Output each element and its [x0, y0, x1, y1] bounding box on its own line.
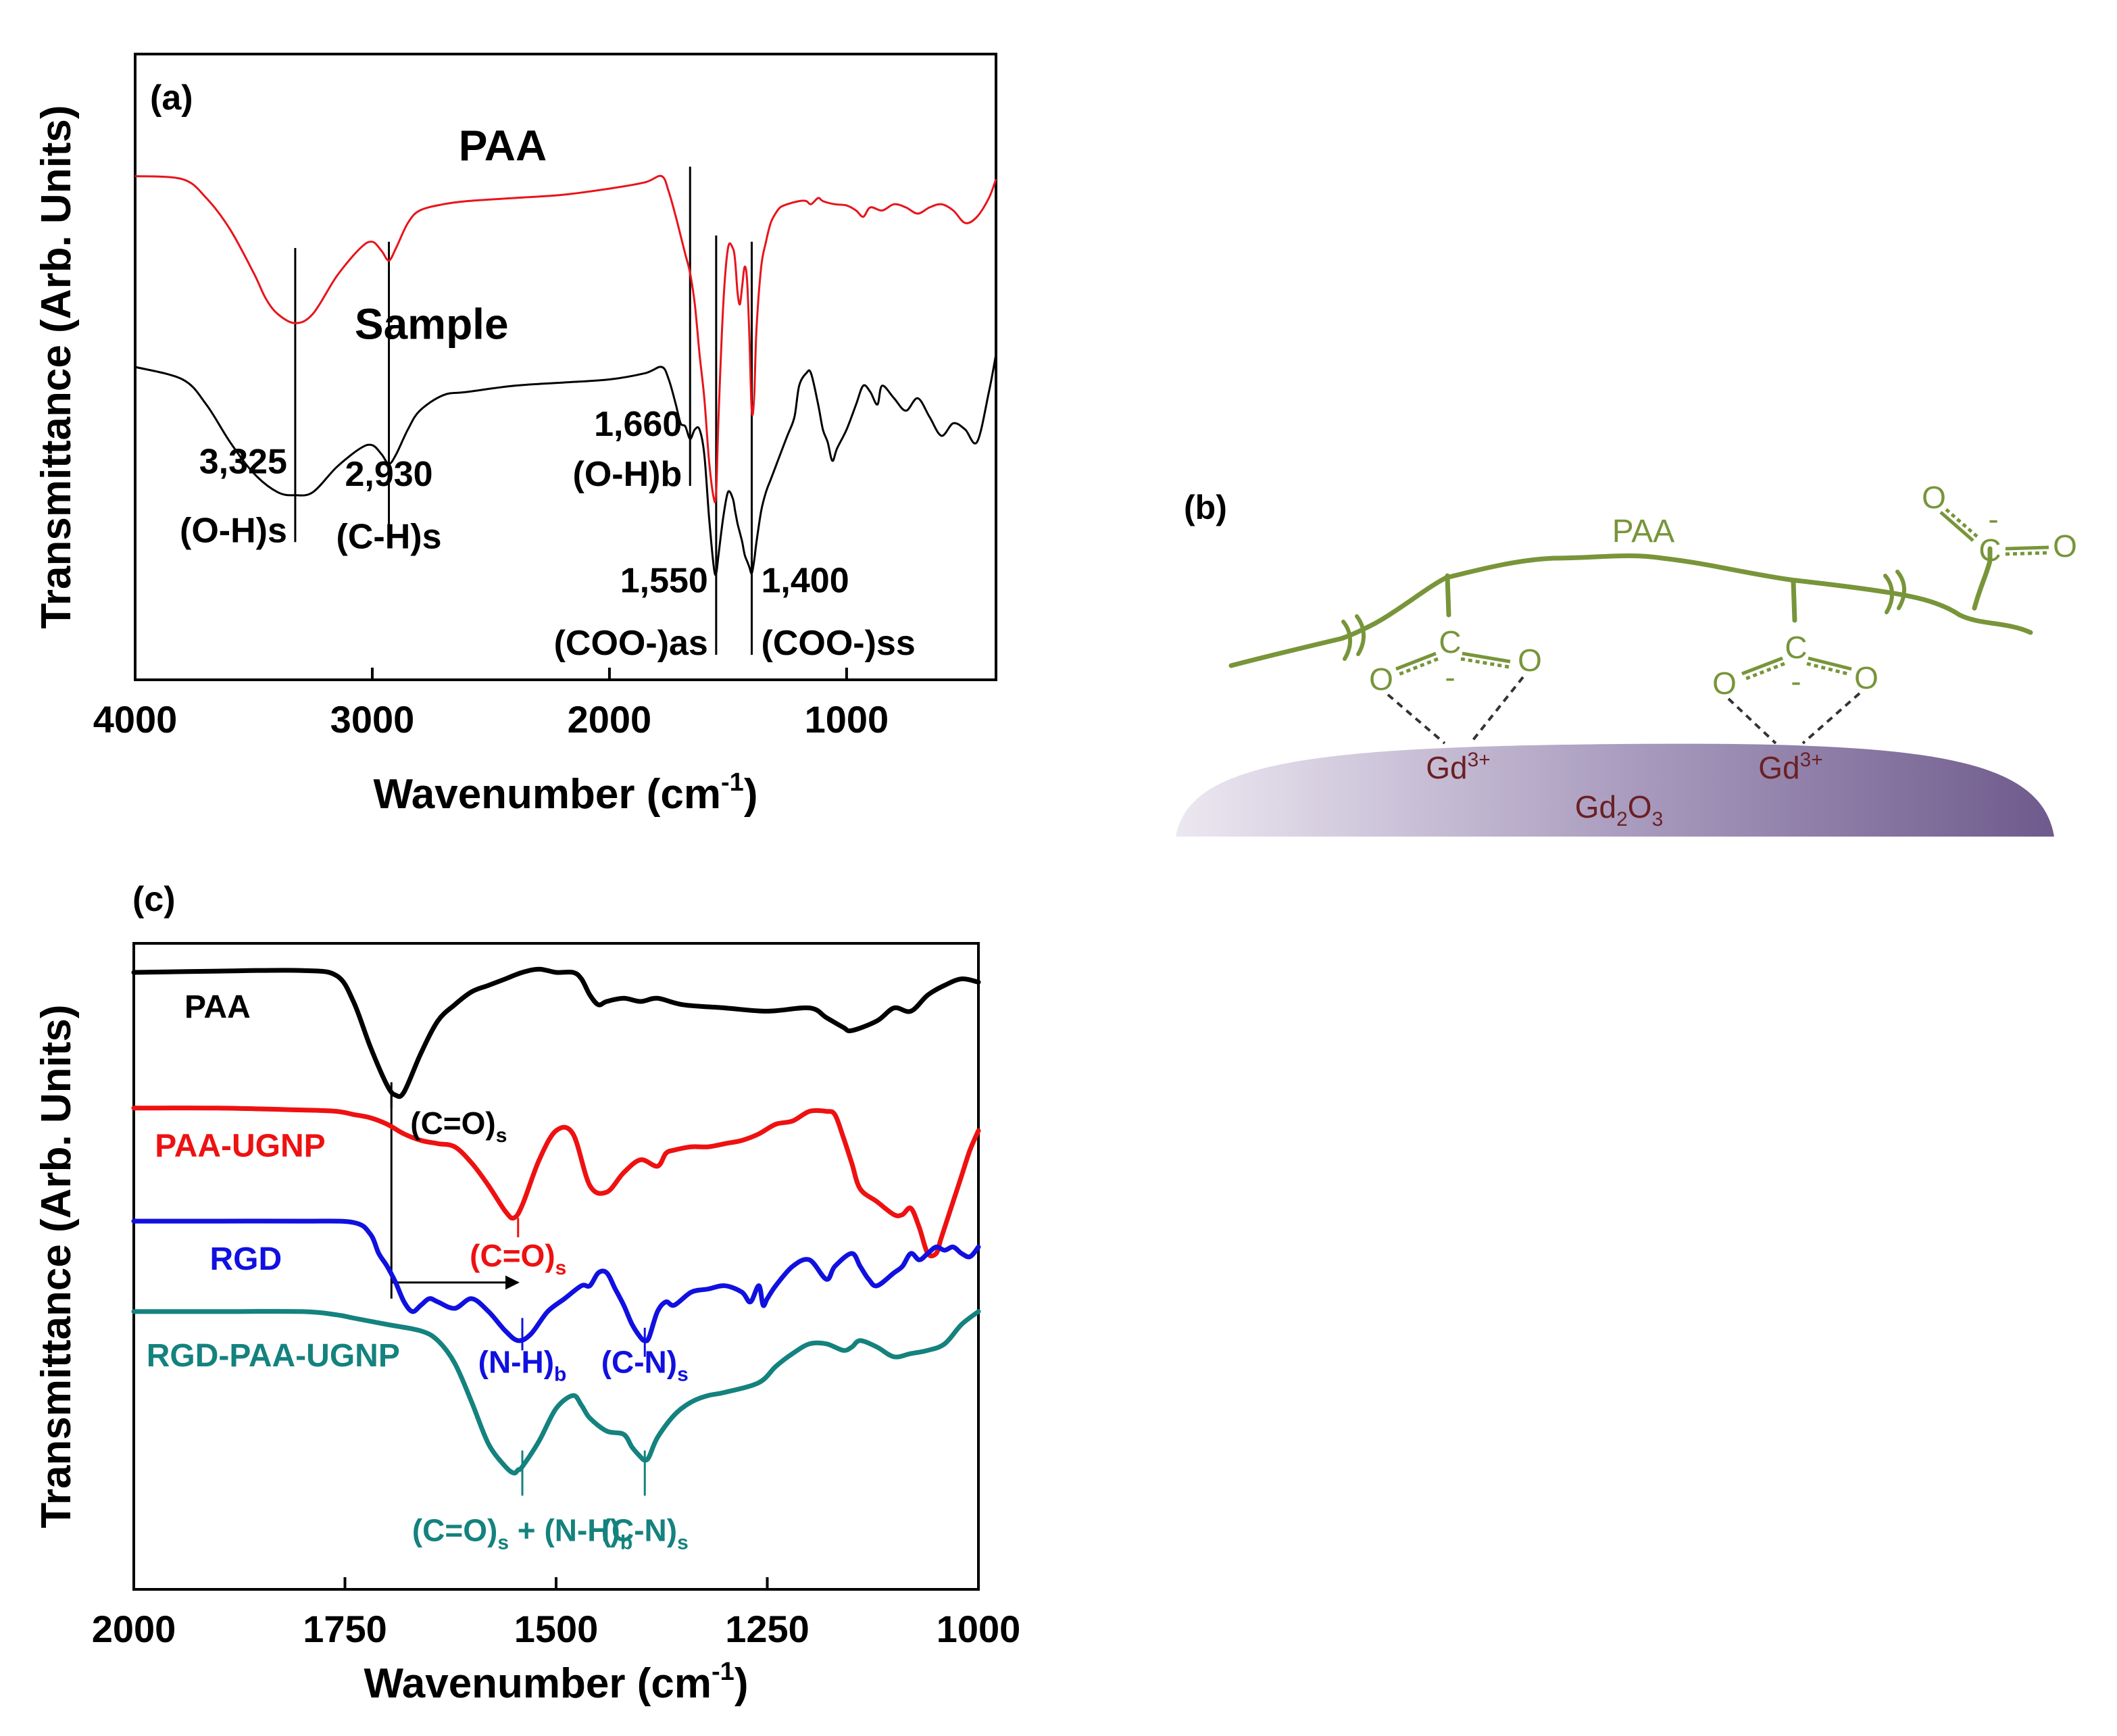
- panel-c-x-tick-label: 1500: [514, 1608, 599, 1650]
- carboxylate-group-right: [1741, 656, 1852, 681]
- panel-a-annotations: 3,325 (O-H)s 2,930 (C-H)s 1,660 (O-H)b 1,550 (C…: [180, 405, 916, 663]
- peak-value-1550: 1,550: [620, 561, 708, 600]
- paa-label: PAA: [1612, 514, 1674, 549]
- peak-label-paa-ugnp-1: (C=O)s: [470, 1238, 566, 1279]
- peak-label-paa-0: (C=O)s: [410, 1106, 507, 1147]
- series-paa-line: [131, 966, 981, 1099]
- peak-value-1400: 1,400: [762, 561, 849, 600]
- series-paa-label: PAA: [459, 121, 547, 170]
- carboxyl-oxygen-free-1: O: [1922, 480, 1946, 515]
- carboxyl-oxygen-right-1: O: [1712, 666, 1737, 701]
- panel-c-x-tick-label: 2000: [92, 1608, 176, 1650]
- panel-a-x-tick-label: 2000: [568, 698, 652, 741]
- paa-polymer-chain: [1228, 546, 2033, 668]
- carboxylate-group-free: [1939, 507, 2049, 556]
- panel-c-labels: PAA PAA-UGNP RGD RGD-PAA-UGNP (C=O)s (C=O)s (N…: [147, 989, 689, 1554]
- peak-assignment-1400: (COO-)ss: [762, 624, 916, 663]
- panel-a-series: PAA Sample: [134, 121, 997, 576]
- panel-a-x-tick-label: 1000: [805, 698, 889, 741]
- peak-label-rgd-3: (C-N)s: [601, 1345, 689, 1386]
- panel-c-x-tick-label: 1250: [725, 1608, 810, 1650]
- gd2o3-nanoparticle-surface: [1176, 743, 2054, 837]
- peak-value-2930: 2,930: [345, 455, 432, 494]
- carboxyl-carbon-right: C: [1785, 630, 1807, 665]
- carboxyl-oxygen-free-2: O: [2053, 528, 2077, 564]
- panel-c-x-tick-label: 1750: [303, 1608, 387, 1650]
- carboxyl-charge-left: -: [1445, 660, 1455, 695]
- panel-c-series: [131, 966, 981, 1476]
- panel-c-x-axis-label: Wavenumber (cm-1): [364, 1658, 749, 1707]
- gd2o3-label: Gd2O3: [1575, 789, 1664, 830]
- panel-a-peak-lines: [294, 166, 753, 655]
- series-paa-ugnp-line: [131, 1106, 981, 1259]
- carboxyl-oxygen-left-2: O: [1518, 643, 1542, 678]
- peak-label-rgd-paa-ugnp-4: (C=O)s + (N-H)b: [412, 1512, 632, 1554]
- series-rgd-paa-ugnp-line: [131, 1309, 981, 1476]
- series-rgd-label: RGD: [210, 1241, 282, 1277]
- carboxyl-oxygen-left-1: O: [1369, 662, 1393, 697]
- peak-assignment-1550: (COO-)as: [554, 624, 708, 663]
- carboxyl-charge-right: -: [1791, 664, 1801, 699]
- panel-a-x-axis-label: Wavenumber (cm-1): [374, 768, 758, 818]
- panel-a-x-tick-label: 4000: [93, 698, 178, 741]
- series-paa-line: [134, 174, 997, 503]
- carboxyl-carbon-free: C: [1978, 532, 2001, 568]
- panel-c-x-tick-label: 1000: [937, 1608, 1021, 1650]
- panel-c-label: (c): [132, 880, 176, 919]
- carboxyl-oxygen-right-2: O: [1854, 660, 1878, 695]
- series-paa-ugnp-label: PAA-UGNP: [155, 1128, 325, 1164]
- gd-ion-right: Gd3+: [1758, 749, 1823, 785]
- panel-c-x-ticks: 2000 1750 1500 1250 1000: [92, 1577, 1021, 1650]
- panel-a-y-axis-label: Transmittance (Arb. Units): [33, 105, 80, 628]
- panel-a-frame: [134, 53, 997, 681]
- peak-assignment-2930: (C-H)s: [337, 518, 442, 557]
- series-rgd-paa-ugnp-label: RGD-PAA-UGNP: [147, 1338, 400, 1374]
- peak-value-1660: 1,660: [594, 405, 682, 444]
- peak-assignment-1660: (O-H)b: [573, 455, 682, 494]
- peak-label-rgd-2: (N-H)b: [478, 1345, 567, 1386]
- panel-c-y-axis-label: Transmittance (Arb. Units): [33, 1004, 80, 1528]
- series-paa-label: PAA: [184, 989, 251, 1025]
- peak-label-rgd-paa-ugnp-5: (C-N)s: [601, 1512, 689, 1554]
- gd-ion-left: Gd3+: [1426, 749, 1491, 785]
- panel-b-schematic: (b) C O O - C O O: [1176, 480, 2077, 837]
- carboxylate-group-left: [1395, 651, 1511, 676]
- series-sample-line: [134, 354, 997, 576]
- series-sample-label: Sample: [355, 299, 509, 348]
- peak-assignment-3325: (O-H)s: [180, 511, 287, 550]
- carboxyl-charge-free: -: [1988, 501, 1998, 537]
- panel-a: (a) 4000 3000 2000 1000 PAA Sample 3,325 (O-H…: [33, 53, 997, 818]
- series-rgd-line: [131, 1218, 981, 1343]
- panel-a-x-tick-label: 3000: [330, 698, 415, 741]
- panel-a-label: (a): [150, 78, 193, 118]
- carboxyl-carbon-left: C: [1439, 624, 1461, 660]
- coordination-bonds: [1387, 676, 1861, 745]
- peak-value-3325: 3,325: [199, 442, 287, 481]
- panel-c: (c) 2000 1750 1500 1250 1000 PAA PAA-UGNP RGD R…: [33, 880, 1020, 1707]
- panel-b-label: (b): [1184, 489, 1227, 526]
- panel-a-x-ticks: 4000 3000 2000 1000: [93, 668, 889, 741]
